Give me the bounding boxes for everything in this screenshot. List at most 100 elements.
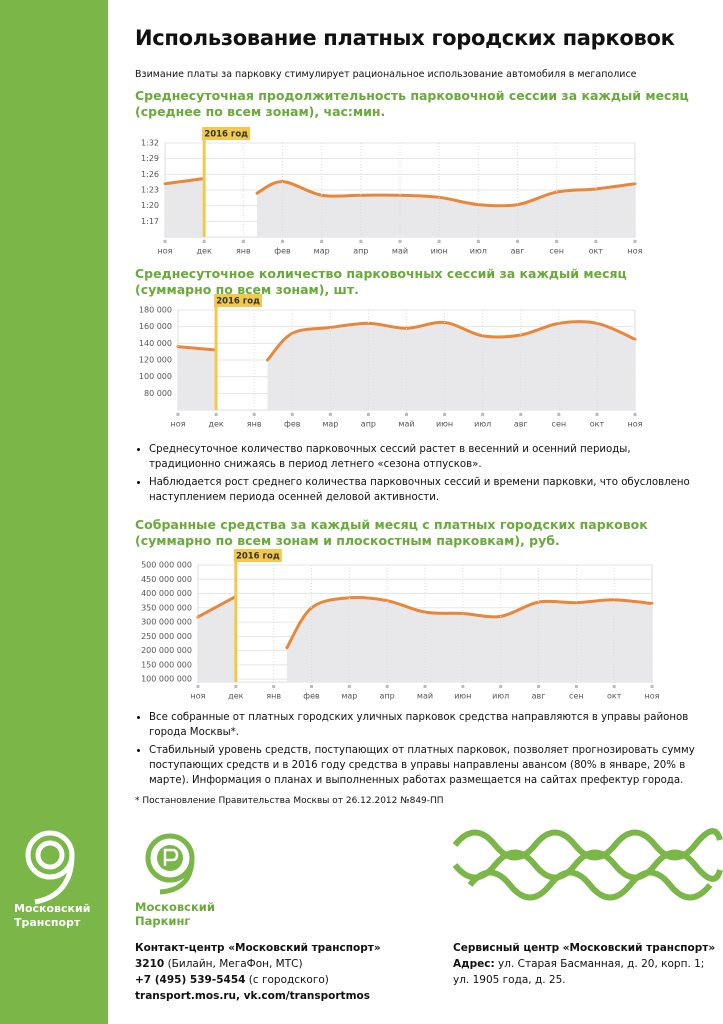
x-tick-label: апр — [380, 692, 395, 701]
line — [163, 177, 206, 186]
y-tick-label: 1:29 — [141, 154, 159, 163]
y-tick-label: 500 000 000 — [141, 561, 192, 570]
annotation-box — [202, 127, 251, 140]
x-tick — [519, 413, 523, 416]
x-tick — [461, 685, 465, 688]
annotation: 2016 год — [204, 130, 248, 140]
x-tick-label: дек — [228, 692, 243, 701]
x-tick — [385, 685, 389, 688]
area — [257, 181, 635, 237]
area — [178, 346, 217, 410]
bullet: Среднесуточное количество парковочных се… — [149, 442, 704, 472]
bullet: Наблюдается рост среднего количества пар… — [149, 475, 704, 505]
x-tick-label: авг — [511, 247, 525, 256]
address: ул. Старая Басманная, д. 20, корп. 1; — [498, 958, 705, 970]
x-tick — [310, 685, 313, 688]
x-tick-label: июл — [474, 420, 491, 429]
line — [176, 345, 218, 352]
chart-title: Собранные средства за каждый месяц с пла… — [135, 517, 648, 548]
x-tick-label: янв — [236, 247, 251, 256]
x-tick-label: ноя — [645, 692, 660, 701]
x-tick — [516, 240, 519, 243]
x-tick-label: фев — [274, 247, 291, 256]
y-tick-label: 180 000 — [139, 306, 172, 315]
y-tick-label: 300 000 000 — [141, 618, 192, 627]
x-tick — [437, 240, 441, 243]
x-tick — [612, 685, 616, 688]
service-title: Сервисный центр «Московский транспорт» — [453, 942, 716, 954]
x-tick — [359, 240, 363, 243]
x-tick-label: июн — [436, 420, 453, 429]
x-tick-label: ноя — [171, 420, 186, 429]
x-tick-label: апр — [361, 420, 376, 429]
service: Сервисный центр «Московский транспорт» А… — [453, 940, 715, 988]
x-tick-label: окт — [590, 420, 605, 429]
x-tick-label: сен — [552, 420, 567, 429]
x-tick — [443, 413, 447, 416]
y-tick-label: 100 000 000 — [141, 675, 192, 684]
x-tick-label: ноя — [628, 247, 643, 256]
x-tick — [163, 240, 167, 243]
x-tick-label: июл — [492, 692, 509, 701]
y-tick-label: 100 000 — [139, 372, 172, 381]
web: transport.mos.ru, vk.com/transportmos — [135, 990, 370, 1002]
y-tick-label: 200 000 000 — [141, 646, 192, 655]
phone-note: (с городского) — [248, 974, 329, 986]
short-note: (Билайн, МегаФон, МТС) — [167, 958, 303, 970]
y-tick-label: 1:23 — [141, 186, 159, 195]
x-tick — [328, 413, 332, 416]
x-tick — [241, 240, 245, 243]
y-tick-label: 150 000 000 — [141, 660, 192, 669]
y-tick-label: 1:26 — [141, 170, 159, 179]
logo-transport: Московский Транспорт — [14, 902, 91, 929]
bullets: Все собранные от платных городских уличн… — [135, 710, 704, 791]
x-tick — [281, 240, 284, 243]
x-tick-label: авг — [532, 692, 546, 701]
x-tick-label: окт — [589, 247, 604, 256]
bullet: Стабильный уровень средств, поступающих … — [149, 743, 704, 788]
phone: +7 (495) 539-5454 — [135, 974, 246, 986]
sidebar — [0, 0, 108, 1024]
address-label: Адрес: — [453, 958, 495, 970]
x-tick — [423, 685, 427, 688]
x-tick-label: май — [392, 247, 408, 256]
x-tick — [214, 413, 218, 416]
contact-title: Контакт-центр «Московский транспорт» — [135, 942, 381, 954]
x-tick — [594, 240, 598, 243]
x-tick-label: авг — [514, 420, 528, 429]
y-tick-label: 250 000 000 — [141, 632, 192, 641]
x-tick-label: сен — [549, 247, 564, 256]
y-tick-label: 120 000 — [139, 356, 172, 365]
x-tick-label: сен — [569, 692, 584, 701]
annotation-box — [233, 549, 282, 562]
x-tick — [595, 413, 599, 416]
logo-parking-icon — [145, 833, 195, 895]
x-tick-label: июн — [431, 247, 448, 256]
x-tick — [537, 685, 540, 688]
y-tick-label: 160 000 — [139, 322, 172, 331]
area — [165, 178, 205, 237]
x-tick — [633, 413, 637, 416]
short-number: 3210 — [135, 958, 165, 970]
x-tick-label: мар — [322, 420, 338, 429]
x-tick-label: янв — [247, 420, 262, 429]
wave-pattern — [452, 828, 723, 901]
x-tick-label: окт — [607, 692, 622, 701]
x-tick — [481, 413, 485, 416]
subtitle: Взимание платы за парковку стимулирует р… — [135, 69, 637, 80]
x-tick-label: ноя — [191, 692, 206, 701]
address: ул. 1905 года, д. 25. — [453, 974, 566, 986]
x-tick — [555, 240, 559, 243]
x-tick-label: апр — [353, 247, 368, 256]
footnote: * Постановление Правительства Москвы от … — [135, 796, 444, 806]
x-tick-label: дек — [197, 247, 212, 256]
x-tick — [202, 240, 206, 243]
x-tick — [557, 413, 561, 416]
area — [286, 597, 652, 682]
x-tick-label: мар — [341, 692, 357, 701]
x-tick — [176, 413, 180, 416]
annotation: 2016 год — [216, 297, 260, 307]
chart-title: Среднесуточное количество парковочных се… — [135, 266, 627, 297]
y-tick-label: 350 000 000 — [141, 603, 192, 612]
